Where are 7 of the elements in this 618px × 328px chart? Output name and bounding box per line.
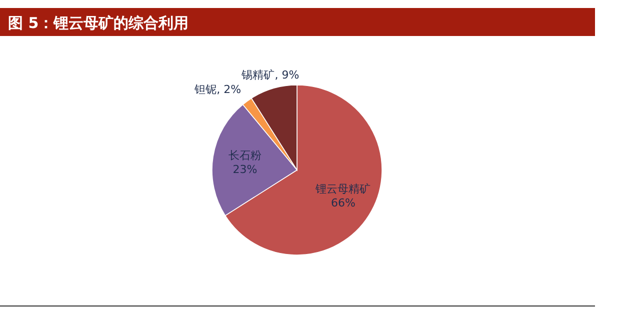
chart-title: 图 5：锂云母矿的综合利用 [8,14,189,32]
data-label: 23% [232,162,258,176]
slice-label: 长石粉 [228,148,262,162]
slice-label: 锡精矿, 9% [240,68,300,82]
slice-label: 钽铌, 2% [194,82,242,96]
slice-label: 锂云母精矿 [314,182,371,196]
data-label: 66% [330,196,356,210]
